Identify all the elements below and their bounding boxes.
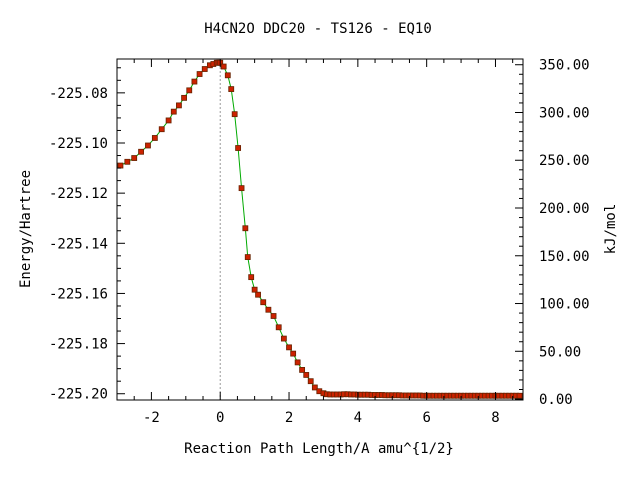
data-point xyxy=(255,291,261,298)
x-tick-label: -2 xyxy=(143,410,160,426)
data-point xyxy=(181,94,187,101)
data-point xyxy=(220,63,227,70)
y2-tick-label: 200.00 xyxy=(539,201,590,217)
x-tick-label: 0 xyxy=(216,410,224,426)
data-point xyxy=(231,111,238,118)
data-point xyxy=(286,344,292,351)
data-point xyxy=(151,135,158,141)
data-point xyxy=(224,72,231,79)
data-point xyxy=(196,71,203,77)
data-point xyxy=(260,299,267,306)
y2-tick-label: 300.00 xyxy=(539,105,590,121)
y2-tick-label: 250.00 xyxy=(539,153,590,169)
data-point xyxy=(176,102,182,109)
data-point xyxy=(294,359,301,366)
data-point xyxy=(244,254,251,260)
data-point xyxy=(270,313,277,319)
data-point xyxy=(158,126,165,133)
data-point xyxy=(201,66,208,72)
y-tick-label: -225.16 xyxy=(49,286,108,302)
data-point xyxy=(124,158,131,165)
data-point xyxy=(117,162,124,169)
data-point xyxy=(251,286,258,293)
x-tick-label: 6 xyxy=(422,410,430,426)
data-point xyxy=(138,148,144,155)
chart-title: H4CN2O DDC20 - TS126 - EQ10 xyxy=(204,21,432,37)
data-point xyxy=(165,117,172,124)
data-point xyxy=(145,142,151,149)
y-axis-label: Energy/Hartree xyxy=(18,170,34,288)
data-point xyxy=(191,78,198,85)
data-point xyxy=(280,335,287,342)
y2-tick-label: 100.00 xyxy=(539,297,590,313)
data-point xyxy=(299,367,306,373)
y-tick-label: -225.20 xyxy=(49,387,108,403)
axis-layer: -2 0 2 4 6 8 -225.08 -225.10 -225.12 -225.14 -225.… xyxy=(49,58,590,426)
data-point xyxy=(303,372,310,378)
energy-curve xyxy=(120,62,520,397)
y2-tick-label: 50.00 xyxy=(539,344,581,360)
data-point xyxy=(235,145,242,151)
y-tick-label: -225.14 xyxy=(49,236,108,252)
data-point xyxy=(248,274,255,281)
data-point xyxy=(290,350,297,357)
x-tick-label: 2 xyxy=(285,410,293,426)
y2-tick-label: 350.00 xyxy=(539,58,590,74)
data-point xyxy=(131,155,138,161)
data-point xyxy=(307,378,314,385)
data-point xyxy=(228,86,235,92)
data-point xyxy=(275,324,282,331)
series-layer xyxy=(117,59,523,400)
data-point xyxy=(186,87,193,94)
data-point xyxy=(238,185,245,192)
y-tick-label: -225.12 xyxy=(49,186,108,202)
data-point xyxy=(265,306,272,313)
data-point xyxy=(170,108,177,115)
y-tick-label: -225.08 xyxy=(49,86,108,102)
data-point xyxy=(242,225,249,232)
data-point xyxy=(311,384,318,391)
y2-axis-label: kJ/mol xyxy=(603,204,619,255)
y-tick-label: -225.18 xyxy=(49,337,108,353)
x-tick-label: 8 xyxy=(491,410,499,426)
x-tick-label: 4 xyxy=(354,410,362,426)
plot-frame xyxy=(116,58,524,401)
y2-tick-label: 0.00 xyxy=(539,392,573,408)
y2-tick-label: 150.00 xyxy=(539,249,590,265)
y-tick-label: -225.10 xyxy=(49,136,108,152)
x-axis-label: Reaction Path Length/A amu^{1/2} xyxy=(184,441,454,457)
data-point xyxy=(516,392,523,399)
